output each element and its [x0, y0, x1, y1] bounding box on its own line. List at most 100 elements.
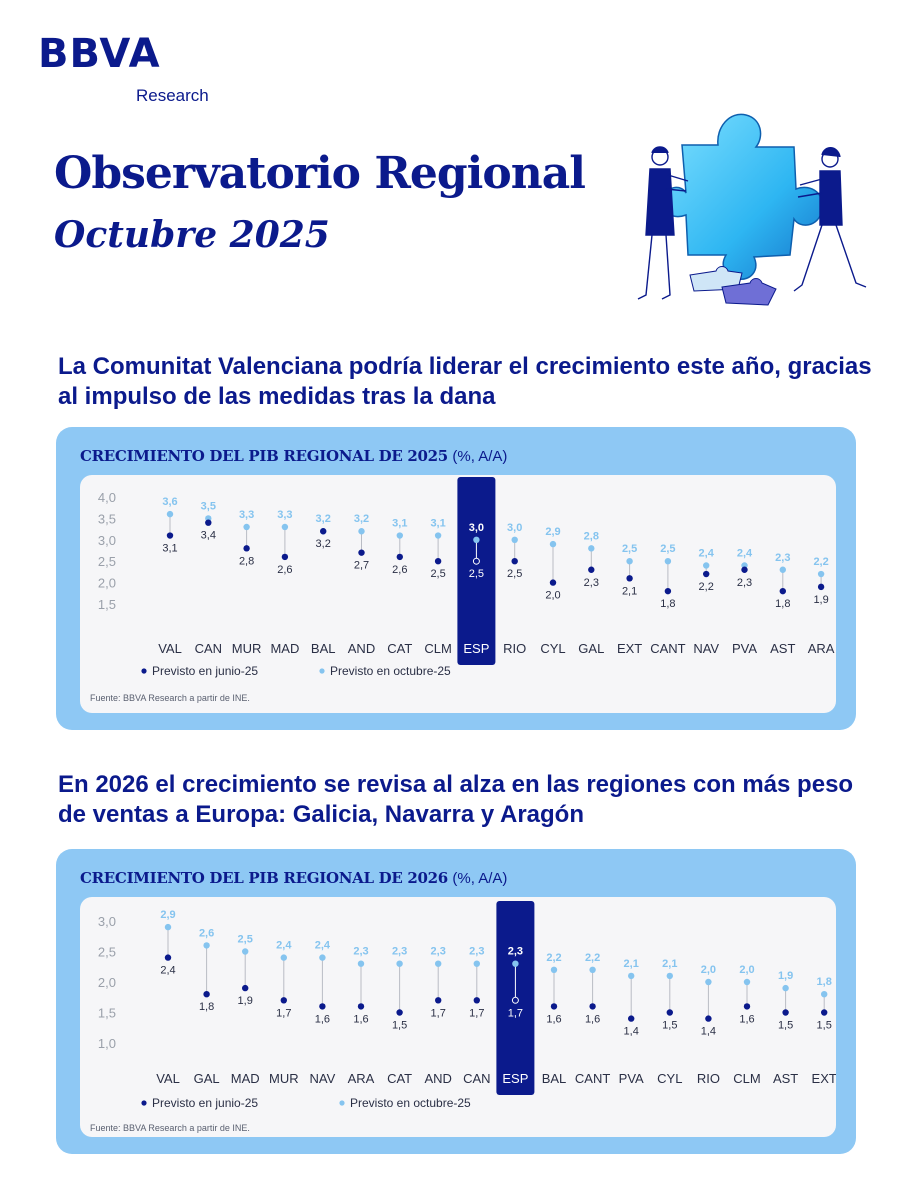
- category-label: AST: [773, 1071, 798, 1086]
- label-junio: 2,2: [699, 581, 714, 593]
- point-junio: [473, 997, 480, 1004]
- label-junio: 2,8: [239, 555, 254, 567]
- label-junio: 1,9: [813, 594, 828, 606]
- label-octubre: 2,2: [585, 952, 600, 964]
- label-octubre: 2,5: [622, 543, 637, 555]
- category-label: ARA: [808, 641, 835, 656]
- point-octubre: [319, 954, 326, 961]
- label-junio: 1,5: [662, 1020, 677, 1032]
- point-junio: [550, 1003, 558, 1010]
- point-octubre: [434, 532, 442, 539]
- chart-card-2025: CRECIMIENTO DEL PIB REGIONAL DE 2025 (%,…: [56, 427, 856, 730]
- category-label: MUR: [232, 641, 262, 656]
- point-octubre: [626, 558, 633, 565]
- point-junio: [203, 991, 210, 998]
- label-octubre: 2,3: [469, 946, 484, 958]
- legend-octubre-label: Previsto en octubre-25: [350, 1096, 471, 1110]
- y-tick-label: 2,0: [98, 576, 116, 591]
- category-label: CLM: [733, 1071, 760, 1086]
- label-junio: 1,8: [660, 598, 675, 610]
- label-junio: 1,6: [546, 1013, 561, 1025]
- y-tick-label: 2,0: [98, 975, 116, 990]
- label-junio: 1,7: [469, 1007, 484, 1019]
- label-junio: 1,8: [775, 598, 790, 610]
- label-octubre: 2,9: [545, 526, 560, 538]
- category-label: AND: [424, 1071, 451, 1086]
- chart-title-2026: CRECIMIENTO DEL PIB REGIONAL DE 2026 (%,…: [80, 869, 507, 888]
- category-label: ESP: [463, 641, 489, 656]
- point-junio: [164, 954, 172, 961]
- point-octubre: [588, 545, 595, 552]
- point-octubre: [164, 923, 172, 931]
- point-junio: [281, 553, 289, 561]
- category-label: PVA: [619, 1071, 644, 1086]
- point-octubre: [666, 972, 673, 980]
- y-tick-label: 3,0: [98, 914, 116, 929]
- chart-title-main: CRECIMIENTO DEL PIB REGIONAL DE 2025: [80, 447, 448, 465]
- category-label: GAL: [578, 641, 604, 656]
- point-junio: [743, 1003, 751, 1010]
- label-junio: 3,1: [162, 543, 177, 555]
- legend-junio-label: Previsto en junio-25: [152, 1096, 258, 1110]
- page-title: Observatorio Regional: [54, 148, 586, 199]
- label-junio: 1,7: [508, 1007, 523, 1019]
- label-octubre: 2,3: [392, 946, 407, 958]
- category-label: VAL: [158, 641, 182, 656]
- category-label: CAT: [387, 1071, 412, 1086]
- category-label: AND: [348, 641, 375, 656]
- point-junio: [549, 579, 557, 586]
- label-octubre: 2,4: [699, 547, 715, 559]
- point-octubre: [549, 540, 557, 548]
- category-label: CYL: [540, 641, 565, 656]
- point-octubre: [664, 558, 672, 565]
- label-octubre: 3,1: [430, 518, 445, 530]
- point-octubre: [705, 978, 712, 986]
- point-junio: [396, 1009, 403, 1016]
- category-label: PVA: [732, 641, 757, 656]
- category-label: GAL: [194, 1071, 220, 1086]
- label-octubre: 2,4: [276, 940, 292, 952]
- point-octubre: [280, 954, 287, 961]
- point-junio: [666, 1009, 673, 1016]
- point-junio: [741, 566, 748, 573]
- point-junio: [472, 557, 480, 565]
- point-junio: [242, 984, 249, 992]
- category-label: MAD: [270, 641, 299, 656]
- point-octubre: [512, 960, 519, 967]
- source-note: Fuente: BBVA Research a partir de INE.: [90, 693, 250, 703]
- point-junio: [588, 566, 595, 573]
- small-piece-icon: [689, 266, 743, 292]
- chart-panel-2025: 4,0 3,5 3,0 2,5 2,0 1,5 3,6 3,1 VAL 3,5 3,4 CAN 3,3 2…: [80, 475, 836, 713]
- label-junio: 1,4: [701, 1026, 716, 1038]
- label-junio: 3,2: [316, 538, 331, 550]
- category-label: CAT: [387, 641, 412, 656]
- category-label: CYL: [657, 1071, 682, 1086]
- point-junio: [626, 575, 633, 582]
- category-label: EXT: [812, 1071, 836, 1086]
- label-junio: 1,7: [431, 1007, 446, 1019]
- label-octubre: 1,8: [817, 976, 832, 988]
- y-tick-label: 1,5: [98, 1006, 116, 1021]
- point-junio: [434, 558, 442, 565]
- label-junio: 2,5: [507, 568, 522, 580]
- category-label: AST: [770, 641, 795, 656]
- legend-octubre-label: Previsto en octubre-25: [330, 664, 451, 678]
- point-junio: [435, 997, 442, 1004]
- label-junio: 1,5: [392, 1020, 407, 1032]
- category-label: CAN: [195, 641, 222, 656]
- point-octubre: [166, 510, 174, 518]
- y-tick-label: 3,0: [98, 533, 116, 548]
- label-octubre: 2,0: [739, 964, 754, 976]
- category-label: CAN: [463, 1071, 490, 1086]
- point-octubre: [396, 532, 403, 539]
- label-junio: 2,3: [584, 577, 599, 589]
- y-tick-label: 3,5: [98, 511, 116, 526]
- chart-2025: 4,0 3,5 3,0 2,5 2,0 1,5 3,6 3,1 VAL 3,5 3,4 CAN 3,3 2…: [90, 477, 835, 703]
- point-junio: [705, 1015, 712, 1022]
- category-label: RIO: [503, 641, 526, 656]
- y-tick-label: 1,5: [98, 597, 116, 612]
- legend-junio-marker: [141, 668, 147, 674]
- category-label: ESP: [502, 1071, 528, 1086]
- bbva-logo: BBVA Research: [38, 34, 209, 105]
- point-octubre: [473, 536, 480, 543]
